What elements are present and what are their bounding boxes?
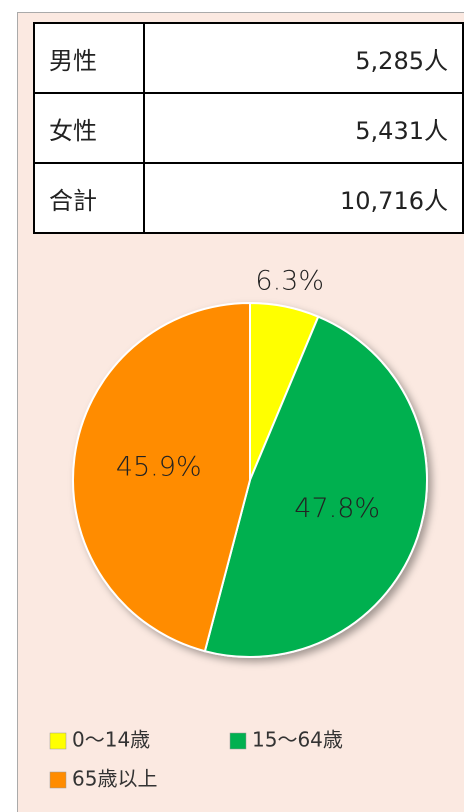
legend-label: 15～64歳	[252, 728, 343, 752]
slice-label: 45.9%	[116, 452, 202, 483]
cell: 5,285人	[143, 22, 464, 94]
table-row: 合計 10,716人	[33, 162, 464, 234]
legend-label: 65歳以上	[72, 767, 157, 791]
legend-label: 0～14歳	[72, 728, 150, 752]
table-row: 女性 5,431人	[33, 92, 464, 164]
cell: 男性	[33, 22, 145, 94]
legend-swatch	[49, 771, 67, 789]
cell: 5,431人	[143, 92, 464, 164]
table-row: 男性 5,285人	[33, 22, 464, 94]
legend-swatch	[229, 732, 247, 750]
population-table: 男性 5,285人 女性 5,431人 合計 10,716人	[33, 22, 464, 234]
cell: 女性	[33, 92, 145, 164]
pie	[72, 301, 428, 658]
legend-swatch	[49, 732, 67, 750]
cell: 合計	[33, 162, 145, 234]
slice-label: 6.3%	[255, 265, 324, 296]
pie-slice	[203, 315, 428, 658]
cell: 10,716人	[143, 162, 464, 234]
pie-slice	[72, 301, 251, 653]
slice-label: 47.8%	[294, 493, 380, 524]
